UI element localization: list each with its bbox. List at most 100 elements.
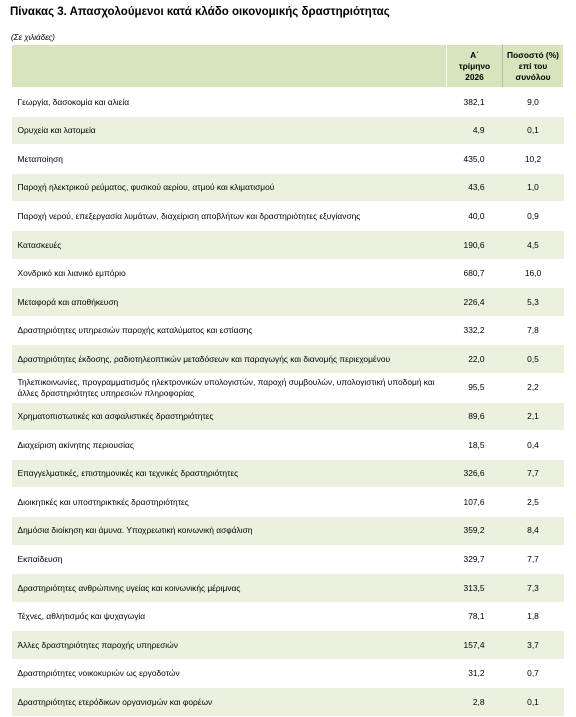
- table-title: Πίνακας 3. Απασχολούμενοι κατά κλάδο οικ…: [10, 6, 390, 18]
- share-cell: 7,8: [502, 316, 564, 346]
- value-cell: 190,6: [446, 230, 503, 260]
- share-cell: 7,3: [502, 573, 564, 603]
- value-cell: 332,2: [446, 316, 503, 346]
- share-cell: 0,4: [502, 430, 564, 460]
- sector-cell: Μεταποίηση: [11, 144, 447, 174]
- sector-cell: Χονδρικό και λιανικό εμπόριο: [11, 259, 447, 289]
- sector-cell: Δραστηριότητες νοικοκυριών ως εργοδοτών: [11, 659, 447, 689]
- value-cell: 680,7: [446, 259, 503, 289]
- share-cell: 0,7: [502, 659, 564, 689]
- share-cell: 4,5: [502, 230, 564, 260]
- data-table: Α΄ τρίμηνο 2026 Ποσοστό (%) επί του συνόλου …: [11, 44, 564, 717]
- value-cell: 22,0: [446, 344, 503, 374]
- sector-cell: Διοικητικές και υποστηρικτικές δραστηριό…: [11, 487, 447, 517]
- share-cell: 0,9: [502, 201, 564, 231]
- sector-cell: Μεταφορά και αποθήκευση: [11, 287, 447, 317]
- share-cell: 7,7: [502, 545, 564, 575]
- share-cell: 2,5: [502, 487, 564, 517]
- value-cell: 329,7: [446, 545, 503, 575]
- share-cell: 8,4: [502, 516, 564, 546]
- share-cell: 1,8: [502, 602, 564, 632]
- table-body: Γεωργία, δασοκομία και αλιεία 382,1 9,0 Ορυ…: [11, 87, 564, 717]
- table-row: Χονδρικό και λιανικό εμπόριο 680,7 16,0: [11, 259, 564, 289]
- share-cell: 0,1: [502, 116, 564, 146]
- share-cell: 16,0: [502, 259, 564, 289]
- table-row: Εκπαίδευση 329,7 7,7: [11, 545, 564, 575]
- table-row: Κατασκευές 190,6 4,5: [11, 230, 564, 260]
- table-row: Δημόσια διοίκηση και άμυνα. Υποχρεωτική …: [11, 516, 564, 546]
- sector-cell: Χρηματοπιστωτικές και ασφαλιστικές δραστ…: [11, 402, 447, 432]
- header-row: Α΄ τρίμηνο 2026 Ποσοστό (%) επί του συνόλου: [11, 44, 564, 88]
- header-cell: Α΄ τρίμηνο 2026: [446, 44, 503, 88]
- table-row: Δραστηριότητες υπηρεσιών παροχής καταλύμ…: [11, 316, 564, 346]
- table-row: Διαχείριση ακίνητης περιουσίας 18,5 0,4: [11, 430, 564, 460]
- value-cell: 107,6: [446, 487, 503, 517]
- header-line: Ποσοστό (%): [507, 49, 559, 60]
- table-row: Δραστηριότητες νοικοκυριών ως εργοδοτών 3…: [11, 659, 564, 689]
- sector-cell: Εκπαίδευση: [11, 545, 447, 575]
- share-cell: 5,3: [502, 287, 564, 317]
- sector-cell: Επαγγελματικές, επιστημονικές και τεχνικ…: [11, 459, 447, 489]
- header-line: συνόλου: [515, 71, 551, 82]
- value-cell: 4,9: [446, 116, 503, 146]
- sector-cell: Ορυχεία και λατομεία: [11, 116, 447, 146]
- value-cell: 326,6: [446, 459, 503, 489]
- table-row: Δραστηριότητες έκδοσης, ραδιοτηλεοπτικών…: [11, 344, 564, 374]
- table-row: Επαγγελματικές, επιστημονικές και τεχνικ…: [11, 459, 564, 489]
- table-row: Μεταφορά και αποθήκευση 226,4 5,3: [11, 287, 564, 317]
- share-cell: 7,7: [502, 459, 564, 489]
- sector-cell: Άλλες δραστηριότητες παροχής υπηρεσιών: [11, 630, 447, 660]
- table-row: Διοικητικές και υποστηρικτικές δραστηριό…: [11, 487, 564, 517]
- share-cell: 1,0: [502, 173, 564, 203]
- value-cell: 359,2: [446, 516, 503, 546]
- table-row: Χρηματοπιστωτικές και ασφαλιστικές δραστ…: [11, 402, 564, 432]
- table-row: Δραστηριότητες ανθρώπινης υγείας και κοι…: [11, 573, 564, 603]
- header-cell: [11, 44, 447, 88]
- value-cell: 18,5: [446, 430, 503, 460]
- share-cell: 0,1: [502, 687, 564, 717]
- sector-cell: Δραστηριότητες έκδοσης, ραδιοτηλεοπτικών…: [11, 344, 447, 374]
- value-cell: 2,8: [446, 687, 503, 717]
- share-cell: 3,7: [502, 630, 564, 660]
- table-row: Τηλεπικοινωνίες, προγραμματισμός ηλεκτρο…: [11, 373, 564, 403]
- share-cell: 10,2: [502, 144, 564, 174]
- value-cell: 157,4: [446, 630, 503, 660]
- header-line: τρίμηνο: [458, 60, 491, 71]
- header-line: επί του: [518, 60, 548, 71]
- value-cell: 89,6: [446, 402, 503, 432]
- value-cell: 40,0: [446, 201, 503, 231]
- value-cell: 78,1: [446, 602, 503, 632]
- sector-cell: Δραστηριότητες υπηρεσιών παροχής καταλύμ…: [11, 316, 447, 346]
- sector-cell: Δραστηριότητες ανθρώπινης υγείας και κοι…: [11, 573, 447, 603]
- table-row: Γεωργία, δασοκομία και αλιεία 382,1 9,0: [11, 87, 564, 117]
- sector-cell: Κατασκευές: [11, 230, 447, 260]
- share-cell: 2,1: [502, 402, 564, 432]
- sector-cell: Παροχή νερού, επεξεργασία λυμάτων, διαχε…: [11, 201, 447, 231]
- sector-cell: Διαχείριση ακίνητης περιουσίας: [11, 430, 447, 460]
- table-row: Ορυχεία και λατομεία 4,9 0,1: [11, 116, 564, 146]
- table-row: Δραστηριότητες ετερόδικων οργανισμών και…: [11, 687, 564, 717]
- header-line: 2026: [465, 71, 484, 82]
- share-cell: 2,2: [502, 373, 564, 403]
- table-row: Άλλες δραστηριότητες παροχής υπηρεσιών 15…: [11, 630, 564, 660]
- sector-cell: Παροχή ηλεκτρικού ρεύματος, φυσικού αερί…: [11, 173, 447, 203]
- sector-cell: Γεωργία, δασοκομία και αλιεία: [11, 87, 447, 117]
- sector-cell: Τηλεπικοινωνίες, προγραμματισμός ηλεκτρο…: [11, 373, 447, 403]
- value-cell: 382,1: [446, 87, 503, 117]
- table-row: Μεταποίηση 435,0 10,2: [11, 144, 564, 174]
- value-cell: 313,5: [446, 573, 503, 603]
- unit-note: (Σε χιλιάδες): [11, 33, 55, 42]
- table-row: Παροχή νερού, επεξεργασία λυμάτων, διαχε…: [11, 201, 564, 231]
- sector-cell: Τέχνες, αθλητισμός και ψυχαγωγία: [11, 602, 447, 632]
- value-cell: 95,5: [446, 373, 503, 403]
- value-cell: 43,6: [446, 173, 503, 203]
- value-cell: 435,0: [446, 144, 503, 174]
- sector-cell: Δημόσια διοίκηση και άμυνα. Υποχρεωτική …: [11, 516, 447, 546]
- header-cell: Ποσοστό (%) επί του συνόλου: [502, 44, 564, 88]
- value-cell: 226,4: [446, 287, 503, 317]
- header-line: Α΄: [470, 49, 479, 60]
- table-row: Τέχνες, αθλητισμός και ψυχαγωγία 78,1 1,8: [11, 602, 564, 632]
- share-cell: 0,5: [502, 344, 564, 374]
- share-cell: 9,0: [502, 87, 564, 117]
